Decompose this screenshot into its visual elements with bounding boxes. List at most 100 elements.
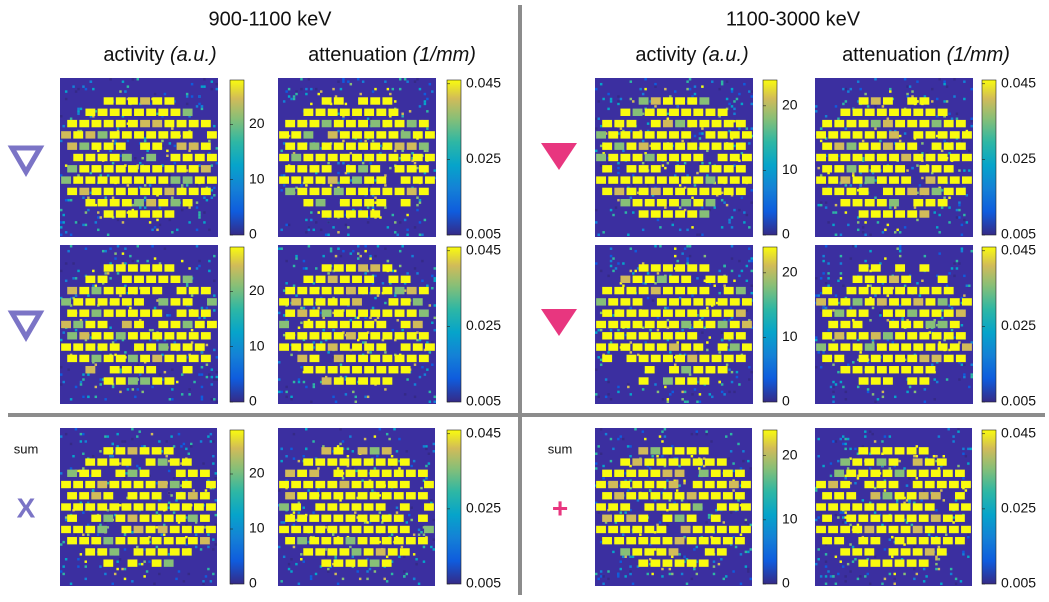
hot-spot: [345, 187, 356, 196]
pixel: [151, 385, 154, 389]
pixel: [421, 279, 424, 283]
pixel: [963, 363, 966, 366]
pixel: [963, 80, 966, 83]
hot-spot: [127, 119, 138, 128]
pixel: [747, 459, 750, 463]
pixel: [430, 545, 433, 549]
hot-spot: [704, 548, 715, 556]
pixel: [874, 105, 877, 108]
hot-spot: [139, 514, 150, 522]
hot-spot: [888, 458, 899, 466]
image-background: [60, 78, 218, 237]
pixel: [915, 445, 919, 448]
pixel: [116, 127, 120, 130]
hot-spot: [687, 332, 698, 340]
pixel: [627, 383, 630, 386]
pixel: [632, 211, 635, 214]
hot-spot: [620, 131, 631, 139]
hot-spot: [888, 480, 899, 489]
pixel: [126, 211, 130, 214]
hot-spot: [882, 447, 893, 455]
pixel: [366, 351, 370, 354]
hot-spot: [315, 320, 326, 329]
pixel: [903, 543, 906, 546]
hot-spot: [822, 537, 832, 545]
pixel: [817, 437, 820, 441]
hot-spot: [187, 469, 198, 477]
hot-spot: [382, 332, 393, 340]
pixel: [432, 538, 435, 541]
hot-spot: [291, 503, 302, 511]
hot-spot: [121, 108, 132, 116]
hot-spot: [955, 354, 966, 363]
pixel: [693, 134, 697, 138]
hot-spot: [723, 286, 734, 295]
hot-spot: [79, 354, 90, 363]
hot-spot: [876, 458, 887, 466]
pixel: [77, 565, 80, 568]
pixel: [644, 78, 647, 81]
hot-spot: [97, 131, 108, 139]
pixel: [327, 221, 330, 224]
hot-spot: [919, 264, 930, 272]
pixel: [898, 247, 902, 250]
pixel: [686, 245, 689, 248]
pixel: [329, 184, 333, 187]
pixel: [310, 218, 313, 222]
pixel: [423, 149, 427, 153]
hot-spot: [164, 97, 175, 105]
hot-spot: [158, 199, 169, 207]
pixel: [418, 105, 422, 108]
pixel: [960, 363, 964, 366]
pixel: [200, 85, 204, 88]
hot-spot: [115, 97, 126, 105]
pixel: [215, 147, 218, 150]
pixel: [171, 196, 174, 199]
hot-spot: [840, 525, 851, 534]
pixel: [337, 129, 340, 133]
hot-spot: [164, 165, 175, 173]
pixel: [849, 481, 852, 485]
pixel: [421, 259, 424, 263]
pixel: [398, 437, 401, 441]
pixel: [661, 513, 664, 517]
pixel: [114, 257, 117, 260]
hot-spot: [699, 165, 710, 173]
hot-spot: [297, 309, 308, 317]
hot-spot: [644, 548, 655, 556]
hot-spot: [711, 354, 722, 363]
hot-spot: [735, 187, 746, 196]
pixel: [205, 198, 209, 202]
pixel: [408, 513, 411, 517]
pixel: [911, 95, 914, 98]
pixel: [739, 504, 743, 507]
pixel: [319, 311, 323, 315]
pixel: [921, 176, 924, 180]
pixel: [433, 395, 436, 399]
pixel: [916, 164, 919, 167]
pixel: [599, 82, 603, 86]
hot-spot: [424, 525, 434, 534]
hot-spot: [638, 537, 649, 545]
pixel: [188, 149, 191, 153]
pixel: [148, 221, 152, 224]
pixel: [631, 555, 635, 559]
pixel: [312, 385, 316, 389]
hot-spot: [687, 97, 698, 105]
hot-spot: [127, 447, 138, 455]
hot-spot: [418, 187, 429, 196]
pixel: [648, 558, 652, 561]
hot-spot: [602, 332, 613, 340]
hot-spot: [596, 343, 607, 351]
hot-spot: [333, 514, 344, 522]
pixel: [681, 390, 684, 394]
pixel: [292, 95, 296, 98]
pixel: [871, 338, 875, 342]
hot-spot: [602, 309, 613, 317]
hot-spot: [930, 537, 941, 545]
hot-spot: [870, 286, 881, 295]
pixel: [398, 264, 402, 268]
pixel: [200, 107, 204, 111]
pixel: [960, 247, 964, 250]
pixel: [619, 282, 623, 285]
